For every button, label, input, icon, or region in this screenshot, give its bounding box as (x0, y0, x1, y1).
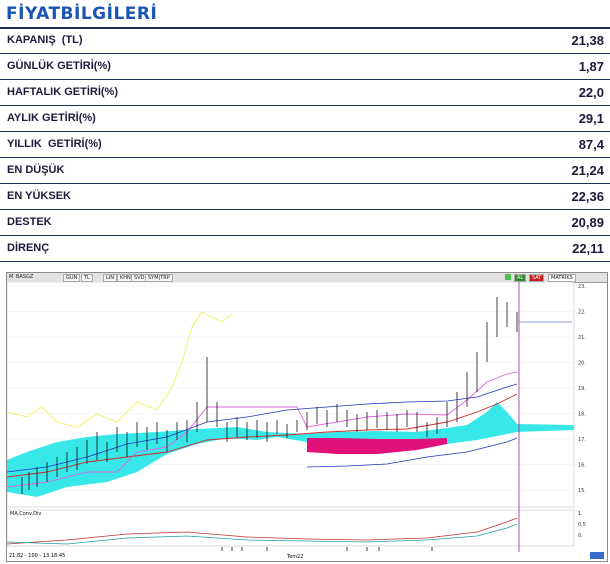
y-tick-label: 18. (578, 412, 586, 418)
scale-button[interactable]: LIN (103, 274, 118, 282)
chart-canvas[interactable]: 23. 22. 21. 20. 19. 18. 17. 16. 15. 1. 0.5 0. MA.Con… (7, 282, 607, 552)
info-row-label: YILLIK GETİRİ(%) (7, 138, 102, 150)
y-tick-label: 19. (578, 386, 586, 392)
scroll-control[interactable] (590, 552, 604, 559)
time-label: Tem22 (287, 554, 304, 560)
info-row: DESTEK 20,89 (0, 210, 610, 236)
indicator-plot-area (7, 509, 575, 547)
sym-trp-button[interactable]: SYM|TRP (145, 274, 173, 282)
y-tick-label: 17. (578, 437, 586, 443)
status-icon (505, 274, 511, 280)
moving-average-2-line (306, 437, 518, 468)
macd-signal-line (7, 523, 518, 545)
info-row-label: EN YÜKSEK (7, 190, 71, 202)
ichimoku-cloud-bull (7, 402, 574, 497)
info-row-value: 22,11 (572, 241, 604, 256)
info-row-label: GÜNLÜK GETİRİ(%) (7, 60, 111, 72)
info-row-label: EN DÜŞÜK (7, 164, 65, 176)
matriks-button[interactable]: MATRİKS (548, 274, 576, 282)
info-row-label: DİRENÇ (7, 242, 50, 254)
chart-status-bar: 21,82 - 100 - 13:18:45 Tem22 (7, 551, 607, 561)
price-chart-panel: M BASGZ GUN TL LIN KHN SVD SYM|TRP AL SA… (6, 272, 608, 562)
sell-button[interactable]: SAT (529, 274, 545, 282)
symbol-text[interactable]: BASGZ (16, 274, 34, 280)
symbol-badge[interactable]: M (9, 274, 14, 280)
y-tick-label: 23. (578, 284, 586, 290)
info-row: KAPANIŞ (TL) 21,38 (0, 28, 610, 54)
info-row-label: KAPANIŞ (TL) (7, 34, 83, 46)
indicator-tick-label: 0. (578, 533, 583, 539)
info-row: EN YÜKSEK 22,36 (0, 184, 610, 210)
lagging-span-line (7, 311, 233, 428)
info-row-value: 87,4 (578, 137, 604, 152)
y-tick-label: 20. (578, 361, 586, 367)
indicator-label: MA.Conv.Div (10, 511, 41, 517)
info-row-value: 22,36 (571, 189, 604, 204)
status-text: 21,82 - 100 - 13:18:45 (9, 553, 66, 559)
info-row: DİRENÇ 22,11 (0, 236, 610, 262)
info-row-value: 21,38 (571, 33, 604, 48)
currency-button[interactable]: TL (81, 274, 93, 282)
info-row-value: 29,1 (578, 111, 604, 126)
info-row-value: 22,0 (578, 85, 604, 100)
info-row-value: 20,89 (571, 215, 604, 230)
info-row: GÜNLÜK GETİRİ(%) 1,87 (0, 54, 610, 80)
info-row: AYLIK GETİRİ(%) 29,1 (0, 106, 610, 132)
info-row-label: DESTEK (7, 216, 52, 228)
y-tick-label: 15. (578, 488, 586, 494)
info-row: HAFTALIK GETİRİ(%) 22,0 (0, 80, 610, 106)
page-title: FİYATBİLGİLERİ (6, 4, 158, 24)
info-row: YILLIK GETİRİ(%) 87,4 (0, 132, 610, 158)
y-tick-label: 16. (578, 463, 586, 469)
ichimoku-cloud-bear (307, 438, 447, 454)
macd-line (7, 517, 518, 545)
info-row-label: HAFTALIK GETİRİ(%) (7, 86, 119, 98)
buy-button[interactable]: AL (514, 274, 527, 282)
info-row: EN DÜŞÜK 21,24 (0, 158, 610, 184)
y-tick-label: 21. (578, 335, 586, 341)
period-button[interactable]: GUN (63, 274, 81, 282)
indicator-tick-label: 1. (578, 511, 583, 517)
info-row-value: 1,87 (578, 59, 604, 74)
header-divider (0, 27, 610, 29)
info-row-label: AYLIK GETİRİ(%) (7, 112, 96, 124)
info-row-value: 21,24 (571, 163, 604, 178)
y-tick-label: 22. (578, 310, 586, 316)
indicator-tick-label: 0.5 (578, 522, 586, 528)
